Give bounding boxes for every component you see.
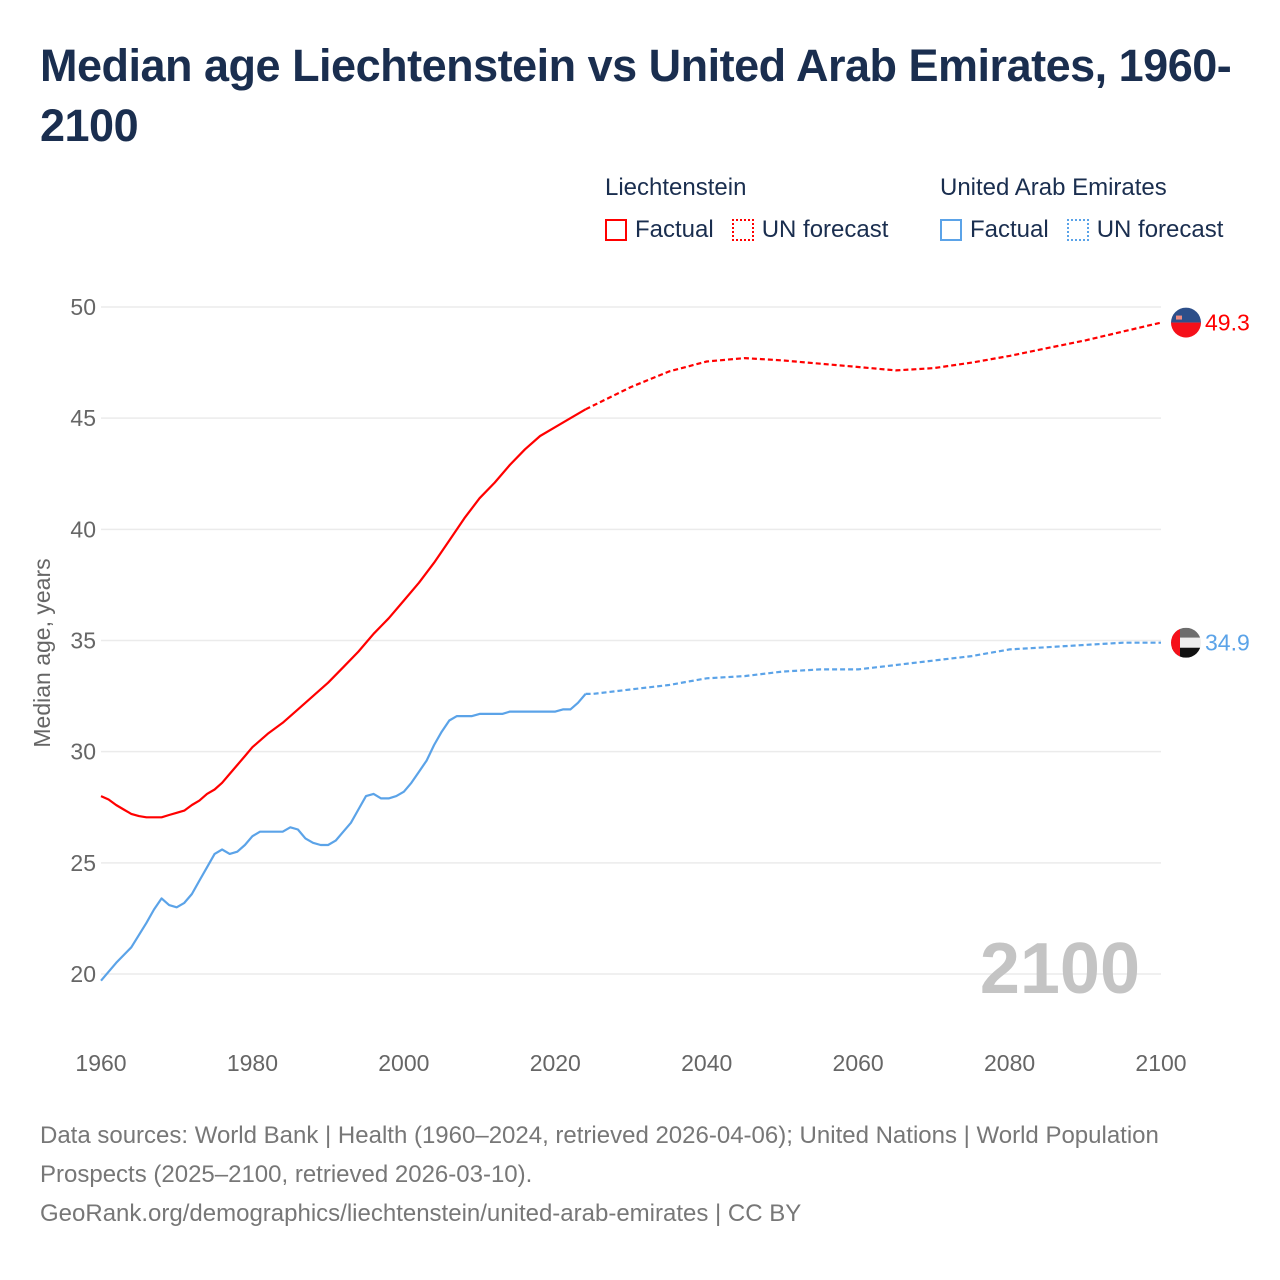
- y-tick-label: 25: [70, 850, 96, 876]
- legend-item-factual[interactable]: Factual: [940, 216, 1049, 244]
- x-tick-label: 1960: [75, 1050, 126, 1076]
- line-chart: 20 25 30 35 40 45 50 1960 1980 2000 2020 2040 2060 20…: [29, 294, 1250, 1076]
- flag-stripe-red: [1171, 322, 1201, 338]
- flag-stripe-red: [1171, 627, 1180, 658]
- x-tick-label: 2000: [378, 1050, 429, 1076]
- footer: Data sources: World Bank | Health (1960–…: [40, 1116, 1240, 1233]
- flag-stripe-blue: [1171, 307, 1201, 323]
- x-tick-label: 2040: [681, 1050, 732, 1076]
- legend-group-name: United Arab Emirates: [940, 174, 1167, 201]
- flag-body: [1171, 307, 1201, 338]
- legend-swatch-solid: [940, 219, 962, 241]
- legend-label: Factual: [970, 216, 1049, 243]
- flag-stripe-black: [1171, 647, 1201, 658]
- legend-item-forecast[interactable]: UN forecast: [731, 216, 889, 244]
- factual-line-liechtenstein: [100, 408, 587, 819]
- flag-body: [1171, 627, 1201, 658]
- legend-swatch-dotted: [1066, 219, 1089, 241]
- uae-flag-icon: [1171, 627, 1201, 658]
- x-tick-label: 2100: [1135, 1050, 1186, 1076]
- factual-line-uae: [100, 693, 587, 982]
- legend-swatch-dotted: [731, 219, 754, 241]
- x-tick-label: 1980: [227, 1050, 278, 1076]
- end-value-label: 34.9: [1205, 630, 1250, 656]
- liechtenstein-flag-icon: [1171, 307, 1201, 338]
- x-tick-label: 2020: [530, 1050, 581, 1076]
- x-tick-label: 2060: [833, 1050, 884, 1076]
- legend-group-name: Liechtenstein: [605, 174, 747, 201]
- y-axis-label: Median age, years: [29, 558, 55, 747]
- chart-title: Median age Liechtenstein vs United Arab …: [40, 40, 1232, 151]
- legend-liechtenstein: Liechtenstein Factual UN forecast: [605, 174, 906, 244]
- legend-label: UN forecast: [1096, 216, 1224, 243]
- end-value-label: 49.3: [1205, 310, 1250, 336]
- legend-uae: United Arab Emirates Factual UN forecast: [940, 174, 1241, 244]
- y-tick-label: 40: [70, 516, 96, 542]
- y-tick-label: 30: [70, 739, 96, 765]
- forecast-line-liechtenstein: [585, 321, 1162, 411]
- source-link[interactable]: GeoRank.org/demographics/liechtenstein/u…: [40, 1200, 802, 1227]
- year-watermark: 2100: [980, 929, 1140, 1009]
- data-sources: Data sources: World Bank | Health (1960–…: [40, 1122, 1159, 1188]
- y-tick-label: 35: [70, 628, 96, 654]
- legend-label: Factual: [635, 216, 714, 243]
- forecast-line-uae: [585, 641, 1161, 696]
- flag-crown: [1176, 315, 1182, 320]
- legend-item-factual[interactable]: Factual: [605, 216, 714, 244]
- flag-stripe-white: [1171, 637, 1201, 648]
- y-tick-label: 50: [70, 294, 96, 320]
- legend-item-forecast[interactable]: UN forecast: [1066, 216, 1224, 244]
- legend-swatch-solid: [605, 219, 627, 241]
- x-tick-label: 2080: [984, 1050, 1035, 1076]
- y-tick-label: 20: [70, 961, 96, 987]
- flag-stripe-green: [1171, 627, 1201, 638]
- legend-label: UN forecast: [761, 216, 889, 243]
- y-tick-label: 45: [70, 405, 96, 431]
